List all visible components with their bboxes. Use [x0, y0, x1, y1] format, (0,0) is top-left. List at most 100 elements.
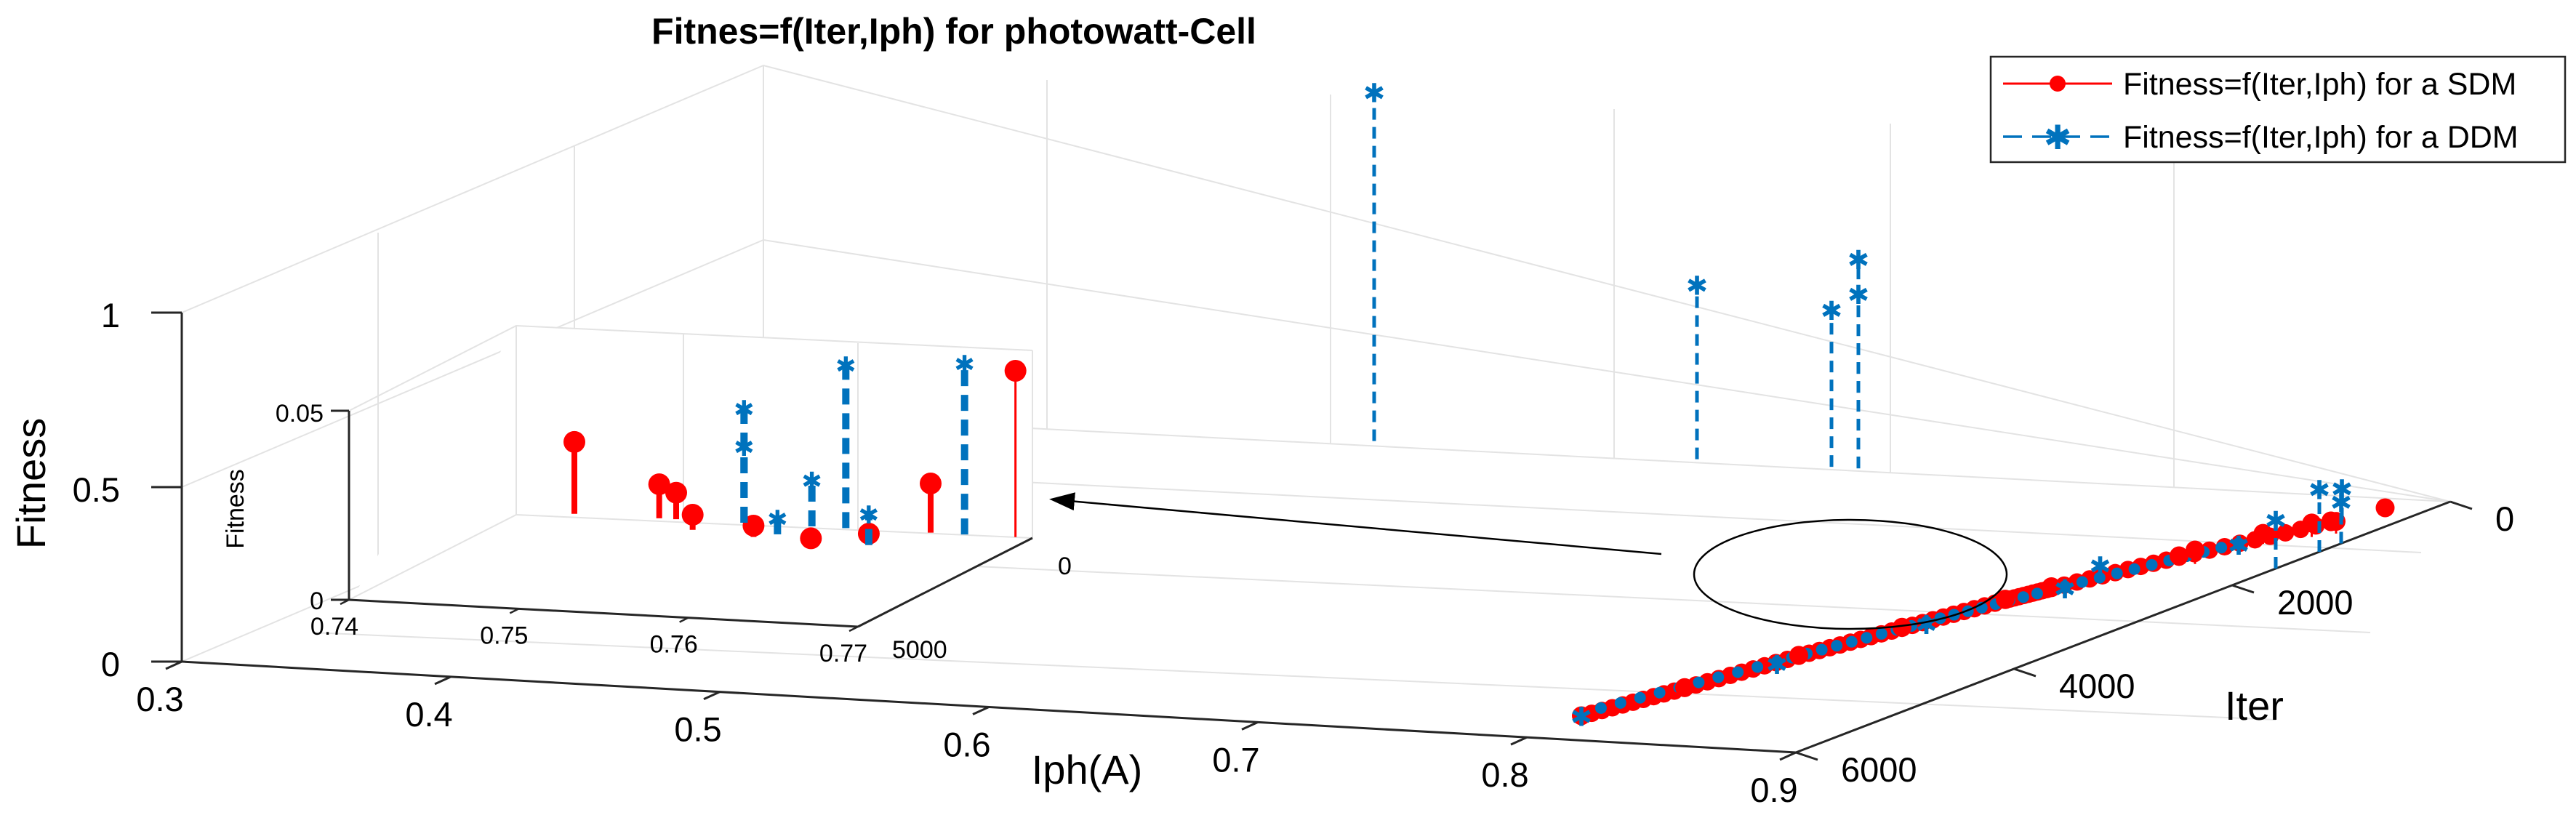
ddm-trail-point	[1732, 666, 1744, 678]
legend: Fitness=f(Iter,Iph) for a SDM ✱ Fitness=…	[1989, 55, 2567, 164]
sdm-point	[2302, 513, 2322, 533]
inset-x-tick-group: 0.74 0.75 0.76 0.77	[310, 598, 867, 667]
inset-x-tick-label: 0.76	[650, 631, 698, 659]
ddm-point: ✱	[1766, 651, 1788, 681]
inset-sdm-point	[681, 503, 704, 526]
legend-sdm-marker	[2050, 76, 2066, 92]
x-tick-label: 0.8	[1481, 755, 1528, 794]
ddm-trail-point	[1712, 671, 1725, 683]
y-tick-mark	[1795, 751, 1818, 761]
back-grid	[181, 64, 2451, 720]
ddm-trail-point	[1752, 661, 1764, 673]
y-tick-mark	[2013, 667, 2037, 678]
ddm-point: ✱	[1686, 272, 1708, 302]
ddm-point: ✱	[2089, 552, 2111, 582]
ddm-trail-point	[1845, 635, 1858, 648]
ddm-point: ✱	[2331, 475, 2353, 505]
inset-ddm-point: ✱	[767, 505, 788, 534]
sdm-point	[2042, 577, 2061, 596]
inset-ddm-point: ✱	[801, 467, 822, 497]
y-tick-label: 6000	[1841, 750, 1917, 789]
x-tick-label: 0.3	[136, 680, 183, 718]
x-tick-label: 0.5	[674, 710, 721, 749]
sdm-point	[1996, 590, 2015, 609]
floor-back-edge	[763, 414, 2451, 502]
inset-z-axis-label: Fitness	[222, 469, 249, 549]
inset-sdm-point	[648, 473, 670, 496]
legend-ddm-marker: ✱	[2044, 118, 2072, 157]
y-axis-label: Iter	[2225, 683, 2284, 728]
x-tick-label: 0.7	[1212, 740, 1259, 779]
y-tick-label: 4000	[2059, 667, 2135, 705]
z-tick-label-0: 0	[101, 645, 120, 683]
x-tick-group: 0.3 0.4 0.5 0.6 0.7 0.8 0.9	[136, 660, 1798, 809]
ddm-trail-point	[2233, 537, 2244, 550]
inset-ddm-point: ✱	[734, 433, 755, 462]
x-tick-mark	[972, 706, 990, 715]
ddm-trail-point	[2059, 580, 2071, 593]
inset-x-tick-mark	[509, 608, 519, 614]
ddm-point: ✱	[1570, 702, 1592, 732]
inset-x-tick-label: 0.74	[310, 613, 358, 641]
grid-floor-1	[312, 632, 2276, 720]
sdm-point	[2186, 540, 2204, 560]
inset-ddm-point: ✱	[835, 352, 856, 381]
inset-floor-left	[348, 514, 517, 601]
legend-sdm-label: Fitness=f(Iter,Iph) for a SDM	[2123, 67, 2516, 102]
x-tick-label: 0.6	[943, 726, 990, 764]
inset-x-tick-label: 0.77	[819, 640, 867, 667]
ddm-point: ✱	[1363, 79, 1385, 109]
inset-x-tick-mark	[848, 625, 859, 633]
inset-sdm-point	[665, 481, 687, 504]
x-tick-mark	[1510, 736, 1528, 746]
inset-sdm-point	[563, 430, 585, 453]
ddm-trail-point	[2017, 591, 2029, 603]
inset-y-axis	[857, 537, 1033, 628]
x-tick-mark	[165, 660, 182, 670]
sdm-point	[2170, 546, 2188, 566]
inset-ddm-point: ✱	[734, 396, 755, 425]
z-axis-label: Fitness	[8, 418, 54, 550]
inset-z-tick-label-005: 0.05	[276, 400, 324, 427]
ddm-point: ✱	[1915, 611, 1937, 641]
x-tick-mark	[703, 691, 721, 701]
sdm-point	[2253, 523, 2273, 543]
sdm-point	[1789, 646, 1808, 665]
x-tick-label: 0.9	[1750, 771, 1797, 809]
inset-background	[349, 326, 1032, 627]
ddm-trail-point	[1831, 640, 1843, 652]
x-tick-mark	[434, 675, 452, 686]
main-data-series: ✱✱✱✱✱✱✱✱✱ ✱✱✱✱✱✱	[1363, 79, 2395, 732]
zoom-arrow	[1049, 492, 1662, 555]
y-tick-mark	[2449, 500, 2473, 510]
inset-y-tick-label-5000: 5000	[892, 636, 947, 664]
legend-box	[1989, 55, 2567, 164]
ddm-point: ✱	[2330, 489, 2352, 518]
inset-ddm-point: ✱	[859, 501, 880, 530]
grid-z-half	[181, 238, 2451, 502]
ddm-trail-point	[1614, 696, 1626, 709]
inset-sdm-point	[742, 514, 765, 537]
ddm-point: ✱	[2228, 531, 2250, 561]
ddm-trail-point	[1771, 655, 1783, 667]
inset-chart: 0.05 0 Fitness 0.74 0.75 0.76 0.77 5000 0 ✱…	[222, 324, 1072, 667]
legend-ddm-label: Fitness=f(Iter,Iph) for a DDM	[2123, 120, 2519, 155]
sdm-point	[1675, 678, 1694, 697]
inset-data-series: ✱ ✱ ✱ ✱ ✱ ✱ ✱	[563, 350, 1027, 550]
ddm-trail-point	[2215, 542, 2228, 554]
sdm-trail-point	[2276, 523, 2295, 542]
ddm-trail-point	[2111, 567, 2123, 579]
z-tick-label-05: 0.5	[73, 470, 120, 509]
x-tick-mark	[1241, 720, 1259, 731]
chart-title: Fitnes=f(Iter,Iph) for photowatt-Cell	[651, 11, 1256, 52]
z-tick-label-1: 1	[101, 296, 120, 334]
ddm-trail-point	[1634, 691, 1646, 704]
x-tick-mark	[1779, 751, 1797, 761]
ddm-trail-point	[1861, 632, 1873, 644]
sdm-point	[2375, 498, 2395, 518]
ddm-point: ✱	[2265, 507, 2287, 537]
inset-x-tick-mark	[340, 598, 350, 606]
ddm-trail-point	[2076, 576, 2088, 588]
zoom-circle	[1693, 518, 2008, 630]
